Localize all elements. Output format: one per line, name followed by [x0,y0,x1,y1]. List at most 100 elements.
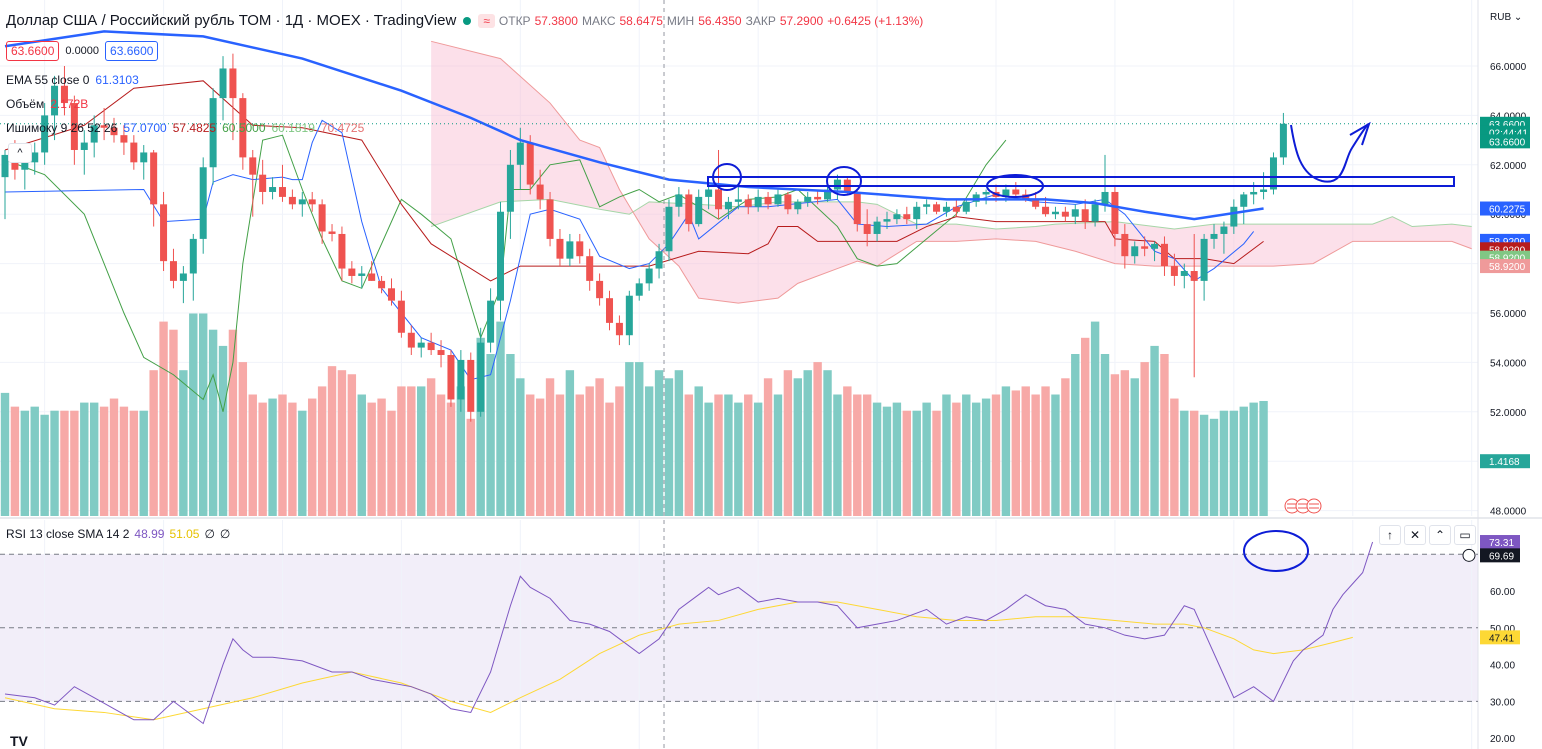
candle [1101,154,1109,212]
volume-bar [615,386,624,516]
candle [1200,233,1208,301]
rsi-tick-label: 50.00 [1490,624,1515,635]
legend-volume[interactable]: Объём 2.172B [6,97,88,111]
candle [358,266,366,289]
candle-body [130,142,138,163]
candle-body [913,206,921,220]
candle [893,209,901,225]
candle-body [60,85,68,104]
candle-body [497,211,504,301]
candle [179,266,187,304]
buy-price-button[interactable]: 63.6600 [105,41,159,61]
volume-bar [763,378,773,516]
candle-body [893,214,901,220]
candle [209,88,217,185]
candle [318,199,326,244]
volume-bar [109,398,119,516]
candle-body [1210,233,1218,239]
candle [903,206,911,225]
candle [734,187,742,210]
move-pane-up-button[interactable]: ↑ [1379,525,1401,545]
volume-series [0,313,1268,516]
volume-bar [30,406,39,516]
candle [794,199,802,215]
volume-bar [526,394,535,516]
candle-body [1012,189,1020,195]
candle-body [338,233,346,269]
candle-body [477,342,485,412]
price-axis-label-bg [1480,201,1530,216]
volume-bar [882,406,892,516]
price-axis-label: 1.4168 [1480,454,1530,469]
rsi-axis-label-text: 73.31 [1489,538,1514,549]
legend-ichimoku[interactable]: Ишимоку 9 26 52 26 57.0700 57.4825 60.50… [6,121,364,135]
collapse-pane-button[interactable]: ⌃ [1429,525,1451,545]
candle-body [417,342,425,348]
rsi-legend[interactable]: RSI 13 close SMA 14 2 48.99 51.05 ∅ ∅ [6,527,230,541]
tradingview-logo[interactable]: TV [10,733,28,749]
volume-bar [387,410,396,516]
symbol-title[interactable]: Доллар США / Российский рубль ТОМ · 1Д ·… [6,12,457,29]
candle-body [308,199,316,205]
volume-bar [922,402,931,516]
candle-body [169,261,177,281]
candle-body [606,298,614,323]
volume-bar [248,394,257,516]
volume-bar [317,386,327,516]
volume-bar [684,394,693,516]
candle-body [229,68,237,99]
candle [229,53,237,141]
volume-bar [1071,354,1080,516]
currency-selector[interactable]: RUB ⌄ [1490,12,1522,23]
currency-label: RUB [1490,12,1512,23]
candle-body [774,194,782,205]
candle-body [269,187,277,192]
chikou-span-line [4,134,1007,412]
candle [31,142,39,175]
collapse-legend-button[interactable]: ^ [8,143,32,163]
volume-bar [476,337,485,516]
candle-body [1220,226,1228,234]
candle [685,189,693,232]
candle-body [368,273,376,281]
candle-body [853,191,861,225]
ohlc-low-value: 56.4350 [698,13,742,28]
volume-bar [1120,370,1130,516]
candle [586,248,594,291]
annotation-rectangle [707,176,1455,187]
candle-body [635,283,643,296]
close-pane-button[interactable]: ✕ [1404,525,1426,545]
candle-body [219,68,227,99]
volume-bar [664,378,674,516]
candle-body [615,322,623,336]
candle [51,75,59,141]
candle-body [447,354,455,400]
candle [239,93,247,170]
candle [1141,236,1149,257]
volume-bar [783,370,793,516]
candle [160,191,168,272]
annotation-arrow [1290,123,1369,183]
price-axis-label: 60.2275 [1480,201,1530,216]
compare-icon[interactable]: ≈ [478,13,495,28]
candle-body [31,152,39,163]
candle-body [1131,246,1139,257]
maximize-pane-button[interactable]: ▭ [1454,525,1476,545]
price-axis-label-text: 60.2275 [1489,205,1526,216]
candle-body [407,332,415,348]
ohlc-close-value: 57.2900 [779,13,824,28]
volume-bar [456,386,466,516]
candle [1210,224,1218,249]
candle-body [1200,238,1208,281]
sell-price-button[interactable]: 63.6600 [6,41,60,61]
candle-body [1170,266,1178,276]
tenkan-sen-line [4,119,1255,381]
candle [1180,263,1188,289]
annotation-circle [826,166,862,196]
senkou-span-b [431,40,1472,304]
candle-body [764,196,772,205]
legend-ema[interactable]: EMA 55 close 0 61.3103 [6,73,139,87]
volume-bar [60,410,69,516]
candle-body [80,142,88,150]
